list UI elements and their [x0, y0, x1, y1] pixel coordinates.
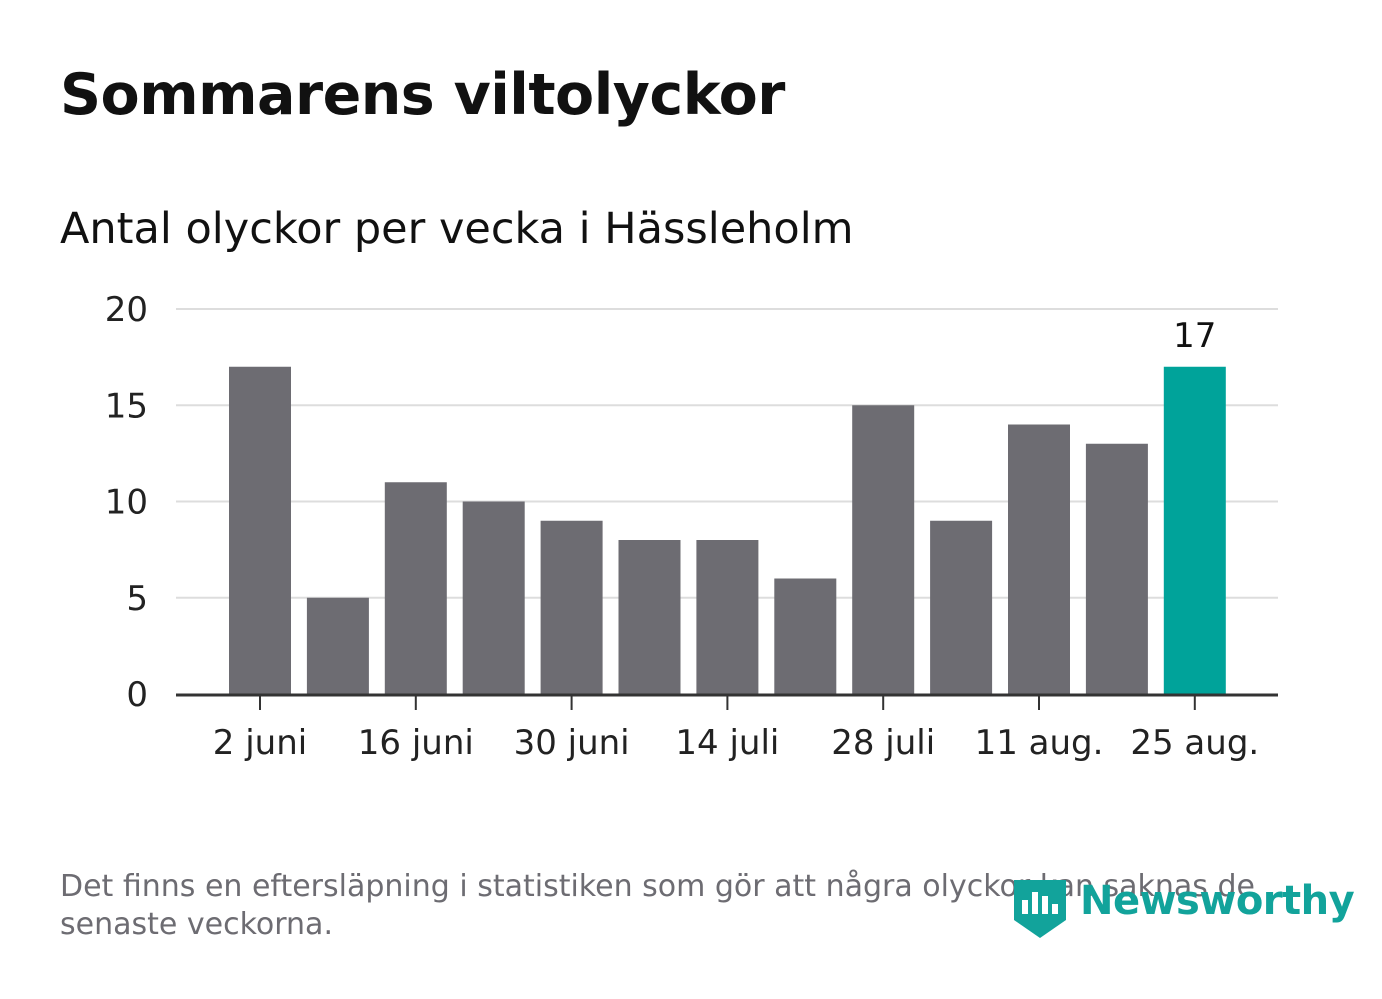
- bar: [540, 520, 603, 694]
- newsworthy-logo-icon: [1014, 880, 1066, 938]
- y-tick-label: 20: [105, 290, 148, 330]
- bar: [696, 540, 759, 694]
- bar: [852, 405, 915, 694]
- bar: [1008, 424, 1070, 694]
- x-tick-label: 2 juni: [213, 723, 307, 763]
- x-tick-label: 25 aug.: [1130, 723, 1259, 763]
- x-axis: [176, 693, 1278, 710]
- x-tick-label: 30 juni: [514, 723, 630, 763]
- bar: [462, 501, 525, 694]
- bar: [774, 578, 837, 694]
- chart-subtitle: Antal olyckor per vecka i Hässleholm: [60, 204, 854, 254]
- bar: [229, 366, 291, 694]
- bars: [229, 366, 1226, 694]
- y-axis-labels: 0 5 10 15 20: [105, 290, 148, 715]
- highlight-value-label: 17: [1173, 316, 1216, 356]
- newsworthy-logo-text: Newsworthy: [1080, 878, 1355, 924]
- y-tick-label: 10: [105, 483, 148, 523]
- x-tick-label: 11 aug.: [975, 723, 1104, 763]
- y-tick-label: 0: [126, 675, 148, 715]
- x-tick-label: 16 juni: [358, 723, 474, 763]
- x-axis-labels: 2 juni 16 juni 30 juni 14 juli 28 juli 11 aug…: [213, 723, 1259, 763]
- bar: [930, 520, 993, 694]
- x-tick-label: 28 juli: [831, 723, 935, 763]
- highlight-bar: [1163, 366, 1226, 694]
- bar: [618, 540, 681, 694]
- y-tick-label: 15: [105, 386, 148, 426]
- newsworthy-logo[interactable]: Newsworthy: [1010, 876, 1355, 942]
- data-labels: 17: [1173, 316, 1216, 356]
- bar: [306, 597, 369, 694]
- x-tick-label: 14 juli: [675, 723, 779, 763]
- y-tick-label: 5: [126, 579, 148, 619]
- chart-title: Sommarens viltolyckor: [60, 62, 785, 128]
- bar: [384, 482, 447, 694]
- bar: [1085, 443, 1148, 694]
